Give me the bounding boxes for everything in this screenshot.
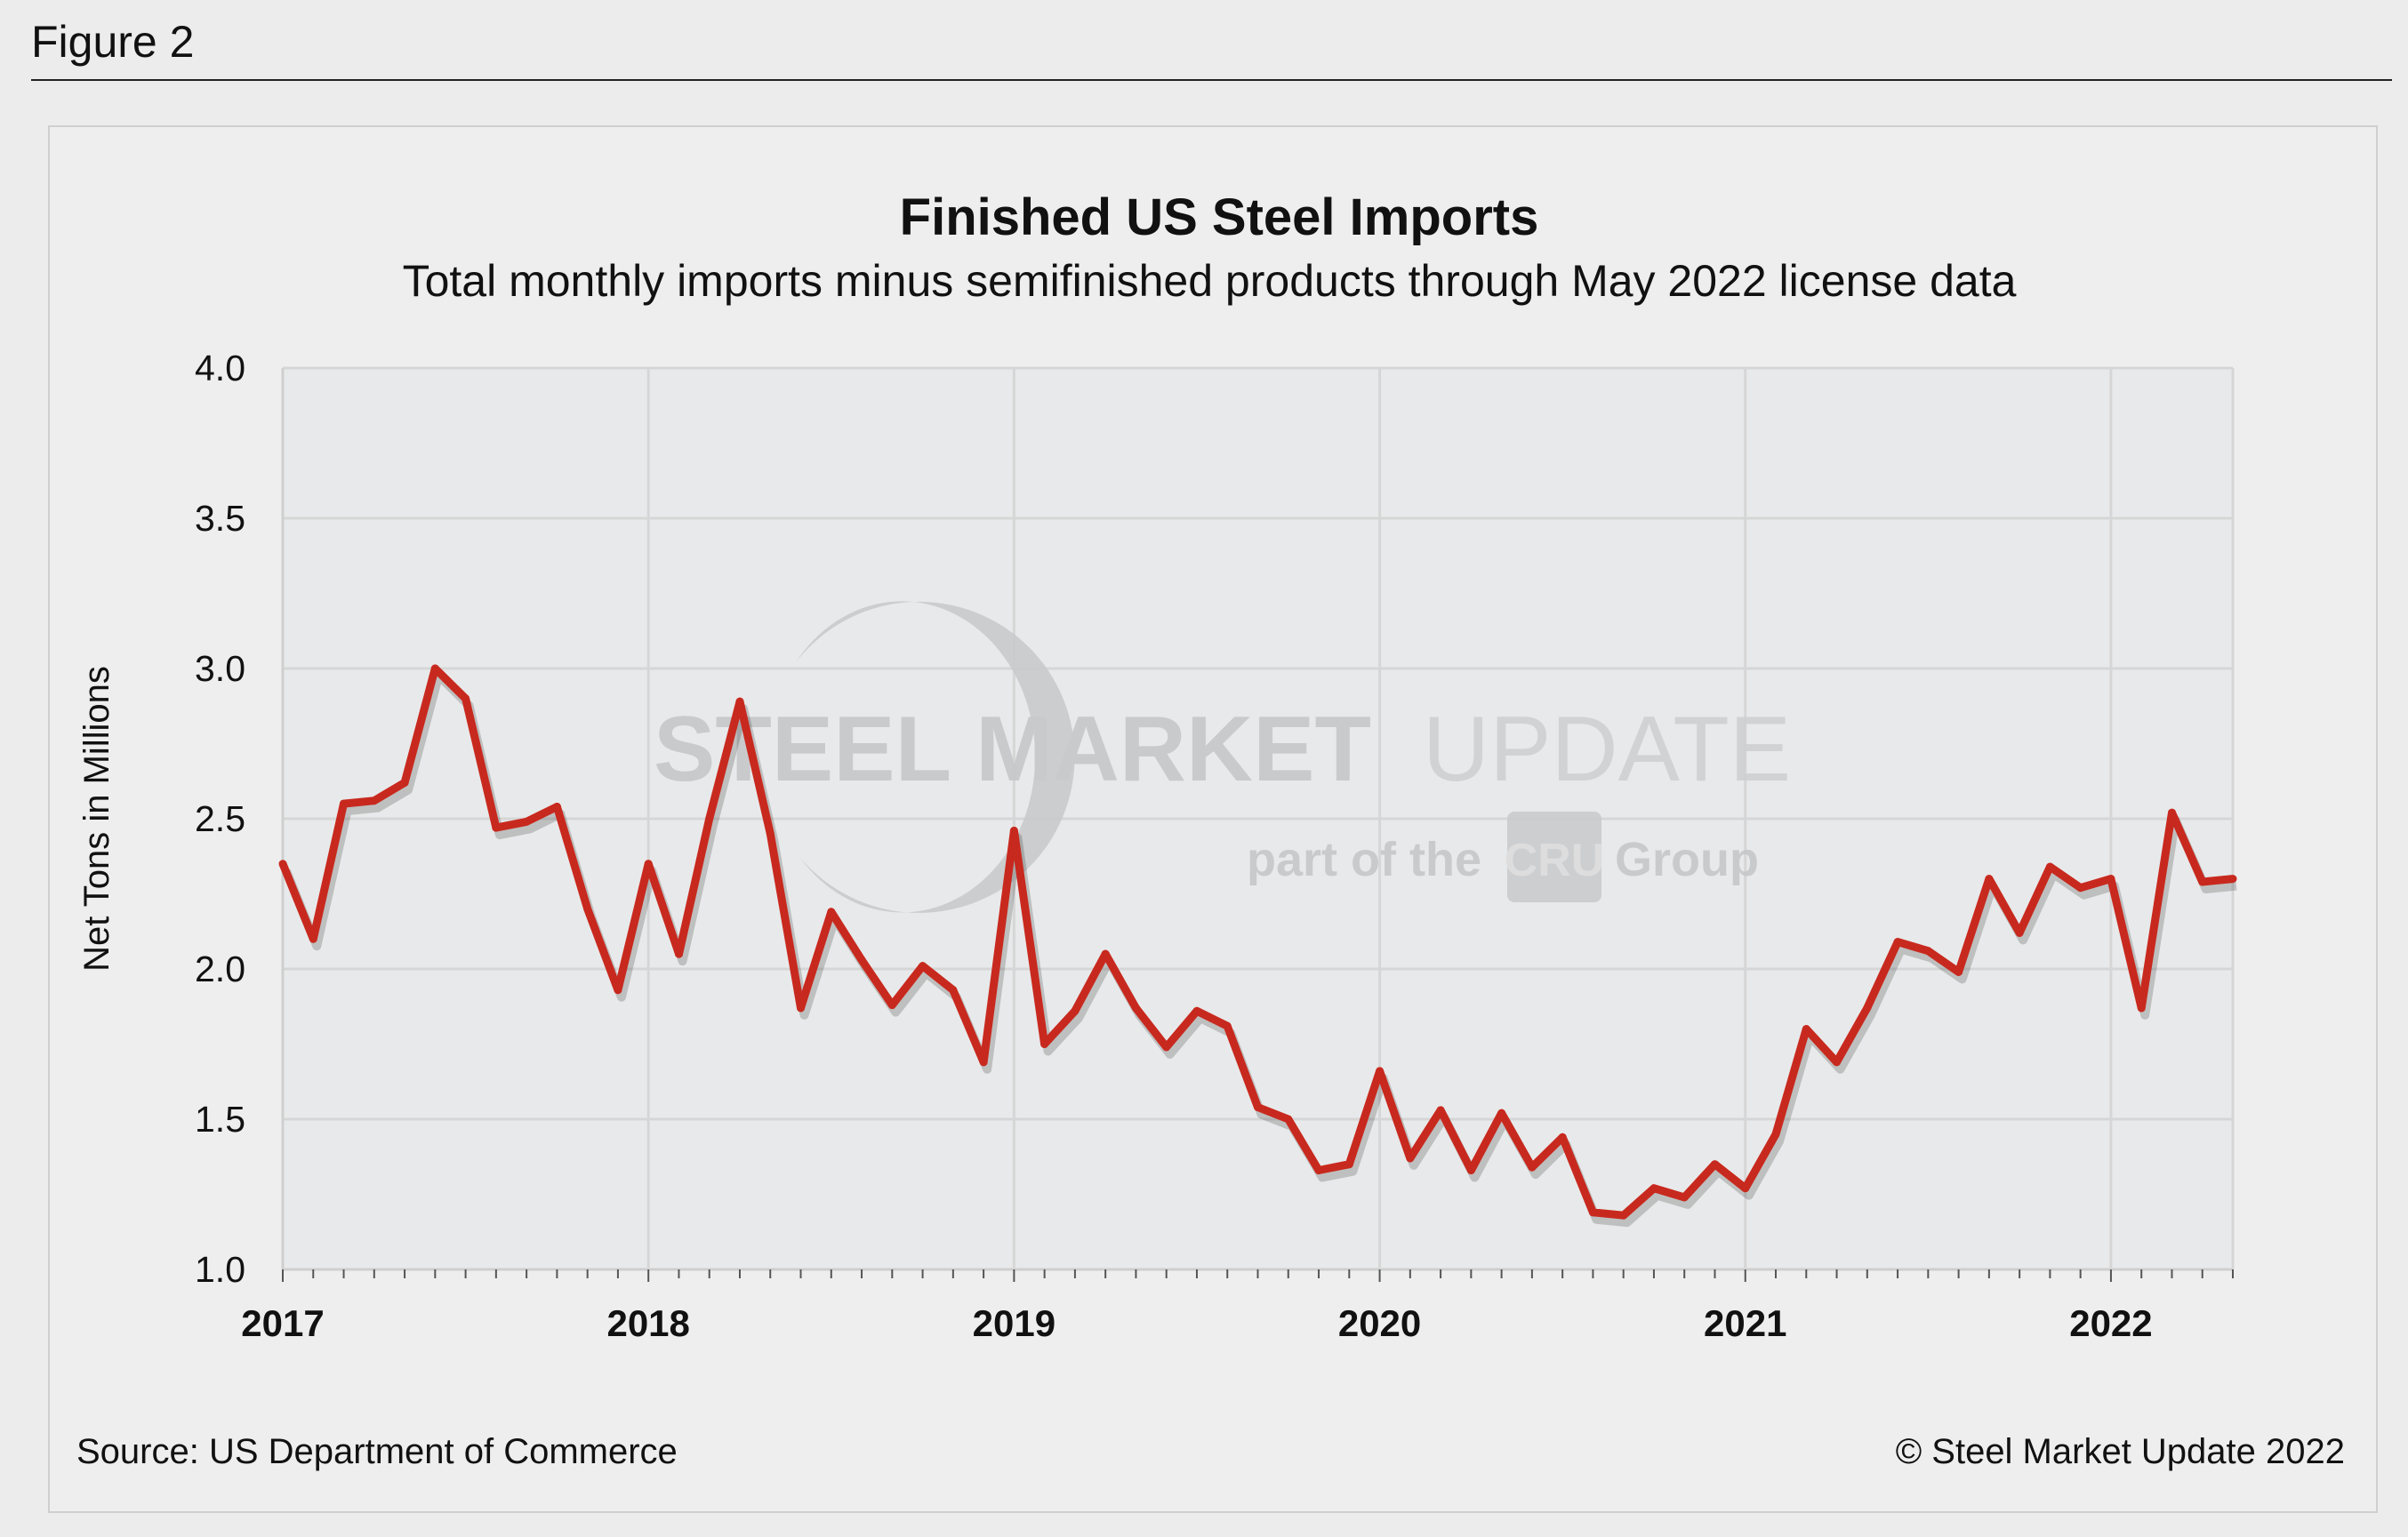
watermark-text-light: UPDATE — [1423, 698, 1791, 801]
data-point — [1376, 1067, 1385, 1076]
data-point — [2228, 875, 2237, 884]
data-point — [857, 956, 866, 965]
data-point — [309, 934, 317, 943]
chart-title: Finished US Steel Imports — [900, 188, 1539, 246]
data-point — [1254, 1102, 1262, 1111]
watermark-cru-box — [1507, 812, 1601, 902]
data-point — [2076, 884, 2085, 893]
watermark-group: Group — [1615, 833, 1759, 886]
data-point — [1040, 1040, 1049, 1048]
data-point — [2167, 808, 2176, 817]
x-axis: 2017 2018 2019 2020 2021 2022 — [241, 1269, 2234, 1344]
y-tick-label: 1.5 — [195, 1099, 245, 1140]
data-point — [1223, 1021, 1232, 1030]
data-point — [1528, 1163, 1537, 1172]
data-point — [979, 1058, 988, 1067]
data-point — [614, 986, 622, 995]
data-point — [1741, 1184, 1750, 1193]
y-tick-label: 2.0 — [195, 949, 245, 989]
data-point — [2045, 862, 2054, 871]
data-point — [1649, 1184, 1658, 1193]
watermark-swoosh-icon — [796, 601, 1075, 913]
x-tick-label: 2017 — [241, 1302, 324, 1344]
y-tick-label: 4.0 — [195, 348, 245, 388]
data-point — [462, 694, 470, 703]
data-point — [1619, 1211, 1628, 1220]
data-point — [552, 802, 561, 811]
data-point — [1923, 947, 1932, 956]
data-point — [705, 814, 714, 823]
data-point — [1710, 1160, 1719, 1169]
data-point — [1436, 1106, 1445, 1115]
x-tick-label: 2020 — [1338, 1302, 1421, 1344]
data-point — [2015, 928, 2024, 937]
data-point — [340, 799, 349, 808]
data-point — [400, 778, 409, 787]
data-point — [1680, 1193, 1689, 1202]
data-point — [583, 904, 592, 913]
data-point — [1497, 1109, 1506, 1117]
data-point — [1192, 1006, 1201, 1015]
watermark-cru: CRU — [1505, 835, 1605, 886]
data-point — [1863, 1004, 1872, 1013]
y-axis-label: Net Tons in Millions — [77, 666, 116, 972]
data-point — [887, 1001, 896, 1010]
data-point — [1771, 1130, 1780, 1139]
data-point — [1162, 1043, 1171, 1052]
y-tick-label: 2.5 — [195, 798, 245, 839]
data-point — [1131, 1004, 1140, 1013]
data-point — [2198, 877, 2207, 886]
data-point — [644, 860, 653, 869]
data-point — [1284, 1115, 1293, 1124]
y-tick-label: 3.0 — [195, 648, 245, 689]
data-point — [674, 949, 683, 958]
data-point — [827, 908, 836, 917]
data-point — [1406, 1154, 1415, 1163]
watermark-part-of: part of the — [1247, 833, 1481, 886]
data-point — [1802, 1025, 1810, 1034]
y-tick-label: 3.5 — [195, 498, 245, 539]
chart-subtitle: Total monthly imports minus semifinished… — [403, 256, 2017, 306]
data-point — [1101, 949, 1110, 958]
y-tick-label: 1.0 — [195, 1249, 245, 1290]
x-tick-label: 2018 — [606, 1302, 689, 1344]
x-tick-label: 2019 — [973, 1302, 1056, 1344]
data-point — [370, 797, 379, 805]
data-point — [735, 697, 744, 706]
data-point — [1344, 1160, 1353, 1169]
data-point — [797, 1004, 806, 1013]
watermark-text-bold: STEEL MARKET — [654, 698, 1371, 801]
data-point — [766, 829, 775, 838]
figure-label: Figure 2 — [31, 17, 194, 67]
data-point — [1071, 1006, 1080, 1015]
data-point — [1314, 1165, 1323, 1174]
data-point — [919, 962, 927, 971]
series-imports — [278, 664, 2237, 1228]
source-note: Source: US Department of Commerce — [76, 1432, 678, 1471]
copyright-note: © Steel Market Update 2022 — [1896, 1432, 2345, 1471]
data-point — [1833, 1058, 1842, 1067]
data-point — [1466, 1165, 1475, 1174]
data-point — [949, 986, 958, 995]
x-tick-label: 2021 — [1704, 1302, 1786, 1344]
data-point — [1009, 827, 1018, 836]
data-point — [278, 860, 287, 869]
data-point — [522, 817, 531, 826]
data-point — [1893, 938, 1902, 947]
gridlines — [281, 366, 2235, 1271]
data-point — [2107, 875, 2115, 884]
data-point — [430, 664, 439, 673]
data-point — [1588, 1208, 1597, 1217]
watermark: STEEL MARKET UPDATE part of the CRU Grou… — [654, 601, 1791, 913]
data-point — [1558, 1133, 1567, 1141]
data-point — [1954, 967, 1963, 976]
data-point — [492, 823, 501, 832]
data-point — [2137, 1004, 2146, 1013]
x-tick-label: 2022 — [2069, 1302, 2152, 1344]
data-point — [1985, 875, 1994, 884]
y-axis: 1.0 1.5 2.0 2.5 3.0 3.5 4.0 — [195, 348, 245, 1290]
